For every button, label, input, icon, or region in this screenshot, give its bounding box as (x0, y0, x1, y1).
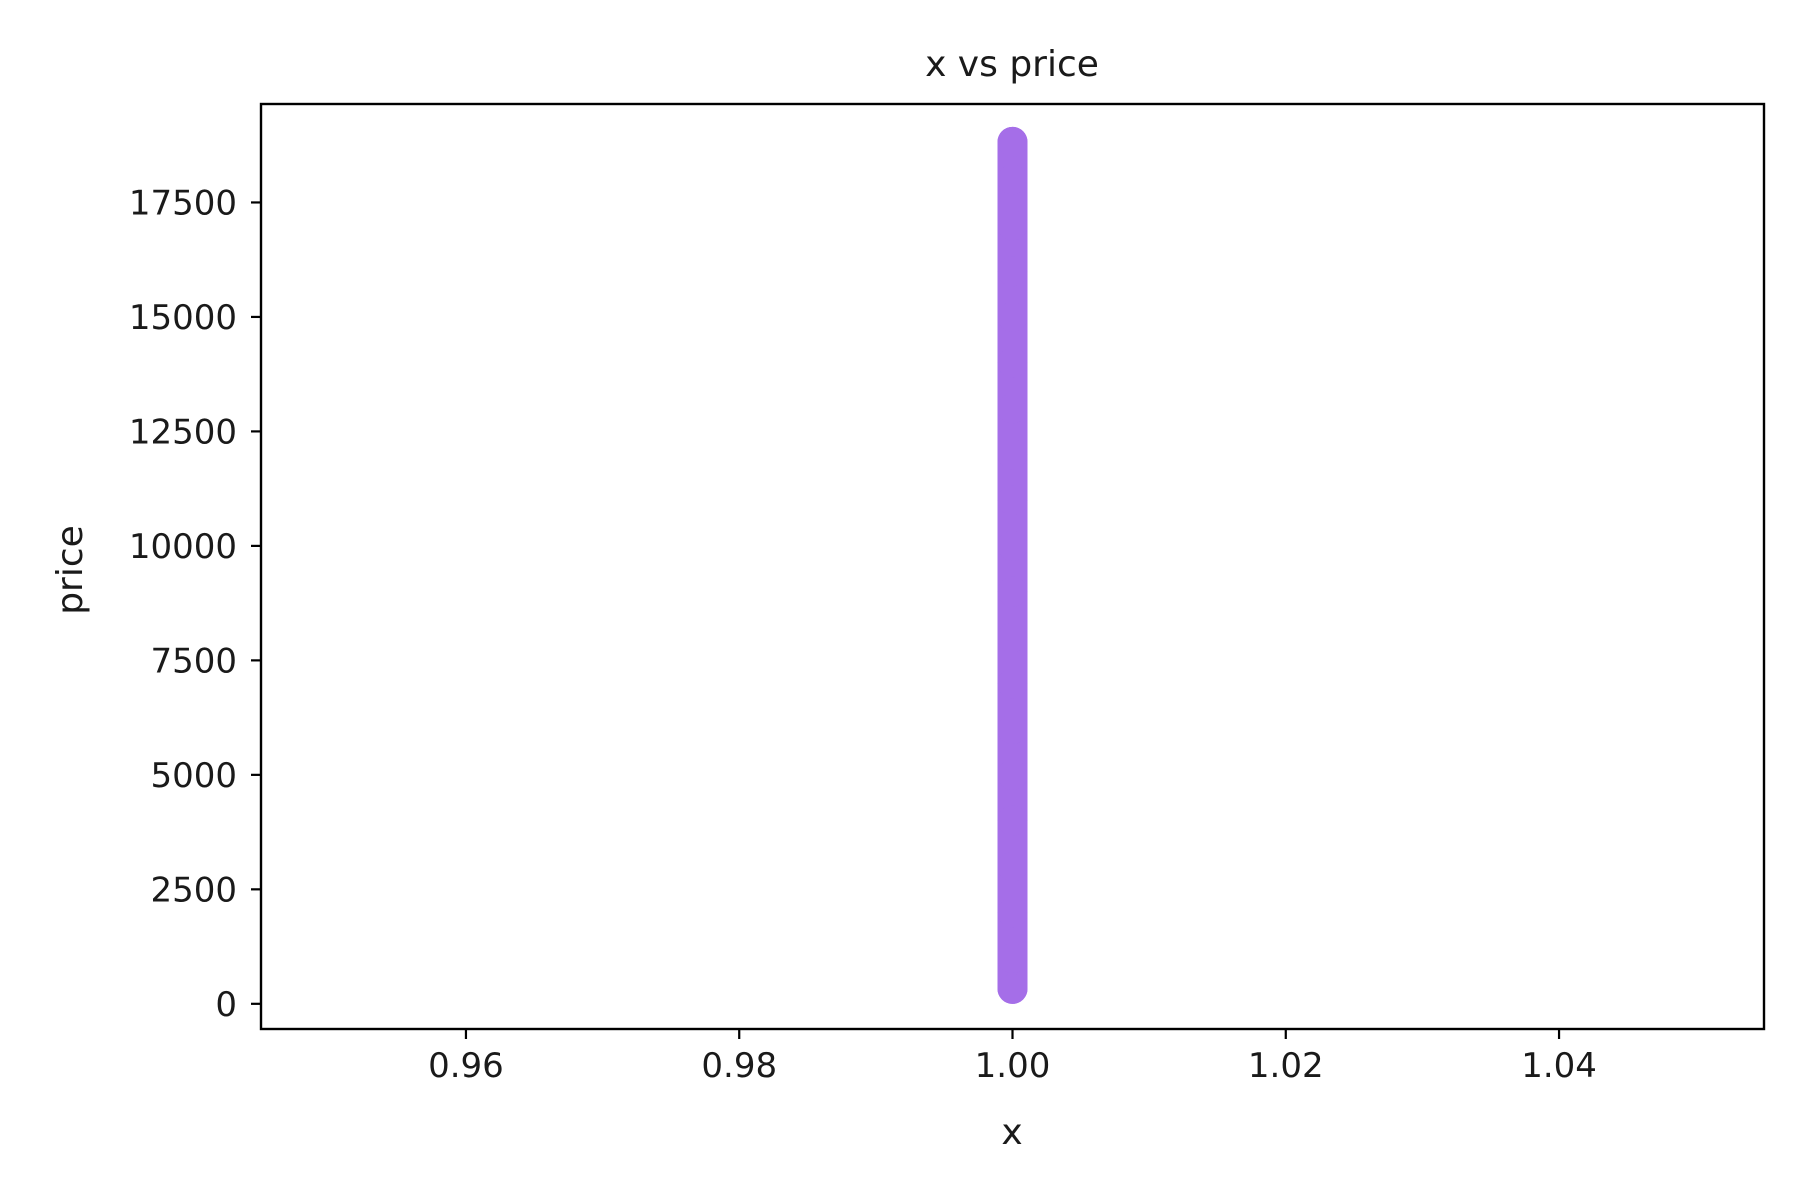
data-point (997, 805, 1028, 836)
x-axis-ticks: 0.96 0.98 1.00 1.02 1.04 (428, 1029, 1597, 1086)
y-tick-label: 7500 (150, 641, 237, 681)
data-point (997, 759, 1028, 790)
y-tick-label: 12500 (129, 412, 237, 452)
data-point (997, 622, 1028, 653)
data-point (997, 210, 1028, 241)
x-tick-label: 1.04 (1521, 1046, 1597, 1086)
data-point (997, 347, 1028, 378)
data-points (997, 126, 1028, 1004)
data-point (997, 256, 1028, 287)
data-point (997, 126, 1028, 157)
data-point (997, 393, 1028, 424)
y-tick-label: 10000 (129, 527, 237, 567)
data-point (997, 530, 1028, 561)
y-tick-label: 17500 (129, 183, 237, 223)
y-axis-ticks: 0 2500 5000 7500 10000 12500 15000 17500 (129, 183, 261, 1025)
y-tick-label: 15000 (129, 298, 237, 338)
data-point (997, 576, 1028, 607)
data-point (997, 301, 1028, 332)
data-point (997, 973, 1028, 1004)
data-point (997, 851, 1028, 882)
x-tick-label: 0.96 (428, 1046, 504, 1086)
x-tick-label: 0.98 (701, 1046, 777, 1086)
data-point (997, 714, 1028, 745)
x-axis-label: x (1001, 1112, 1022, 1153)
y-tick-label: 5000 (150, 756, 237, 796)
data-point (997, 485, 1028, 516)
x-tick-label: 1.00 (975, 1046, 1051, 1086)
data-point (997, 439, 1028, 470)
data-point (997, 943, 1028, 974)
data-point (997, 897, 1028, 928)
y-axis-label: price (50, 525, 91, 615)
y-tick-label: 2500 (150, 870, 237, 910)
chart-title: x vs price (925, 44, 1099, 85)
data-point (997, 164, 1028, 195)
x-tick-label: 1.02 (1248, 1046, 1324, 1086)
data-point (997, 668, 1028, 699)
y-tick-label: 0 (215, 985, 237, 1025)
